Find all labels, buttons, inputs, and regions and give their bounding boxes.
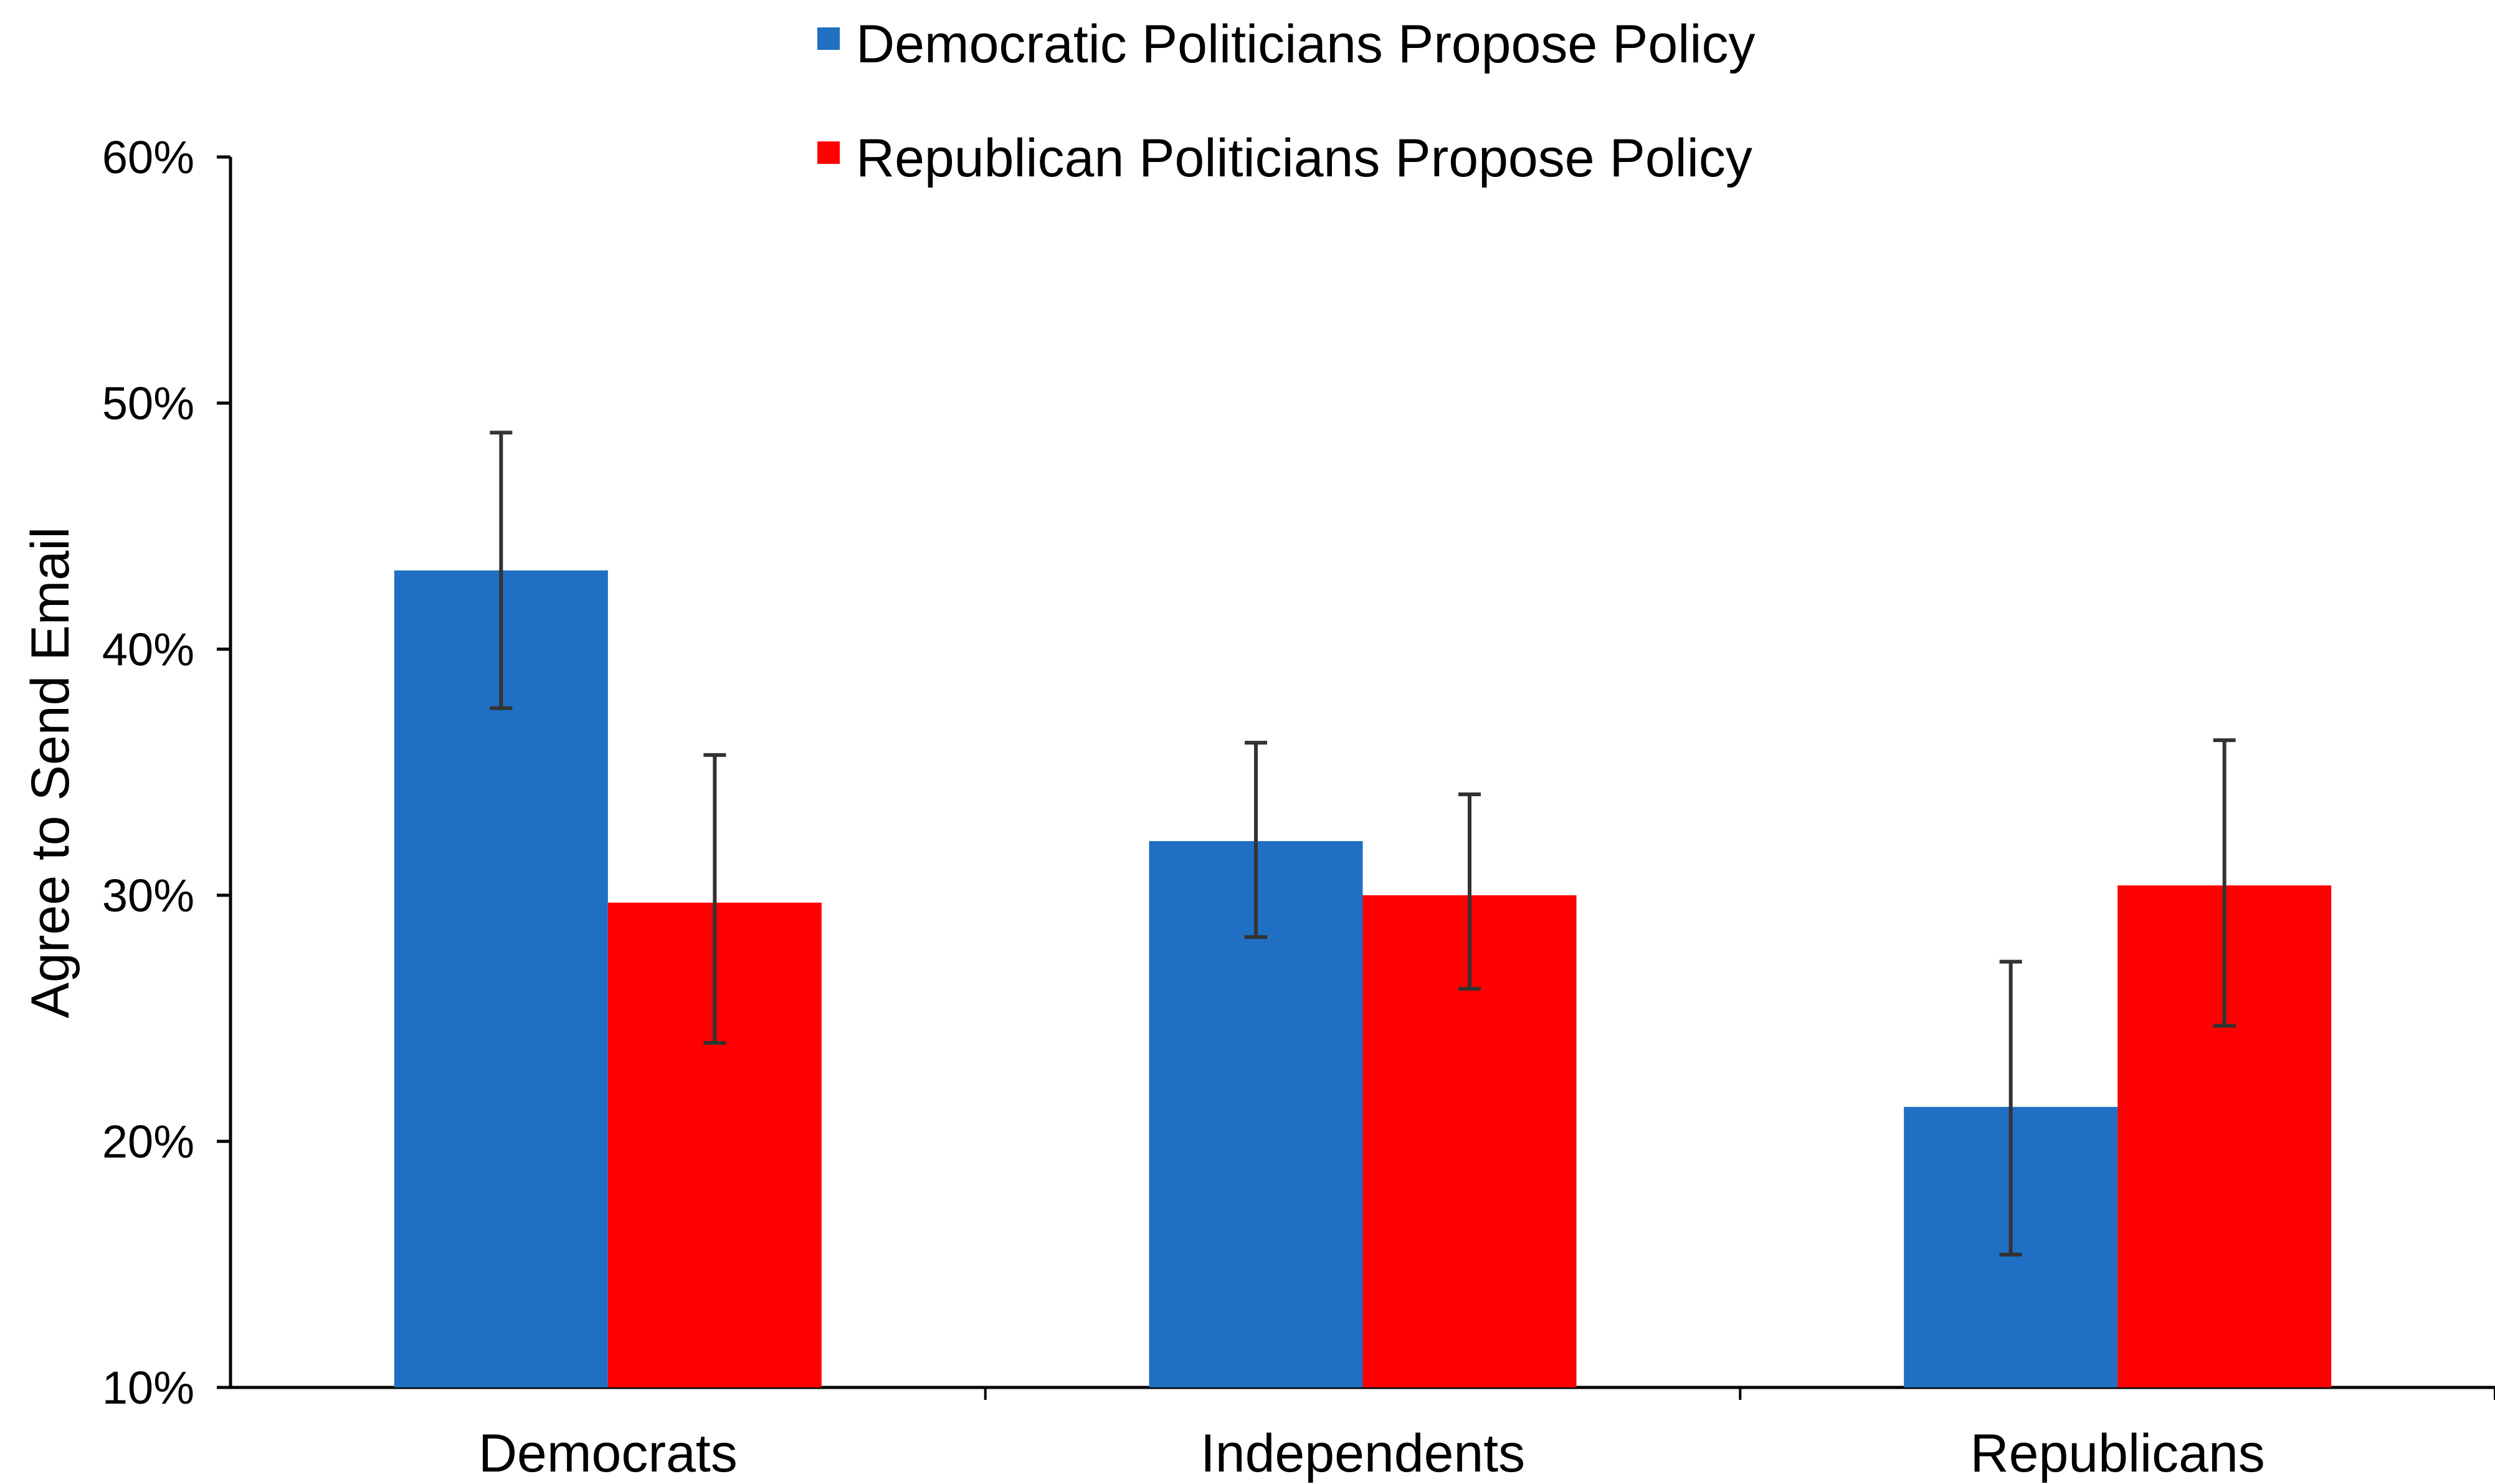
bars-layer bbox=[394, 570, 2332, 1387]
y-tick-label: 40% bbox=[102, 624, 194, 675]
x-category-label: Democrats bbox=[478, 1424, 738, 1483]
legend: Democratic Politicians Propose Policy Rep… bbox=[817, 14, 1755, 188]
x-category-label: Independents bbox=[1200, 1424, 1525, 1483]
y-axis-title: Agree to Send Email bbox=[21, 527, 80, 1019]
y-tick-label: 30% bbox=[102, 870, 194, 921]
y-tick-label: 10% bbox=[102, 1362, 194, 1414]
legend-swatch-republican bbox=[817, 141, 840, 164]
y-tick-label: 20% bbox=[102, 1116, 194, 1168]
x-category-label: Republicans bbox=[1970, 1424, 2265, 1483]
labels-layer: 10% 20% 30% 40% 50% 60% Democrats Independents R… bbox=[21, 131, 2265, 1483]
y-tick-label: 60% bbox=[102, 131, 194, 183]
errorbars-layer bbox=[490, 430, 2236, 1257]
legend-label-republican: Republican Politicians Propose Policy bbox=[856, 128, 1752, 188]
legend-label-democratic: Democratic Politicians Propose Policy bbox=[856, 14, 1755, 74]
legend-swatch-democratic bbox=[817, 27, 840, 50]
y-tick-label: 50% bbox=[102, 378, 194, 429]
